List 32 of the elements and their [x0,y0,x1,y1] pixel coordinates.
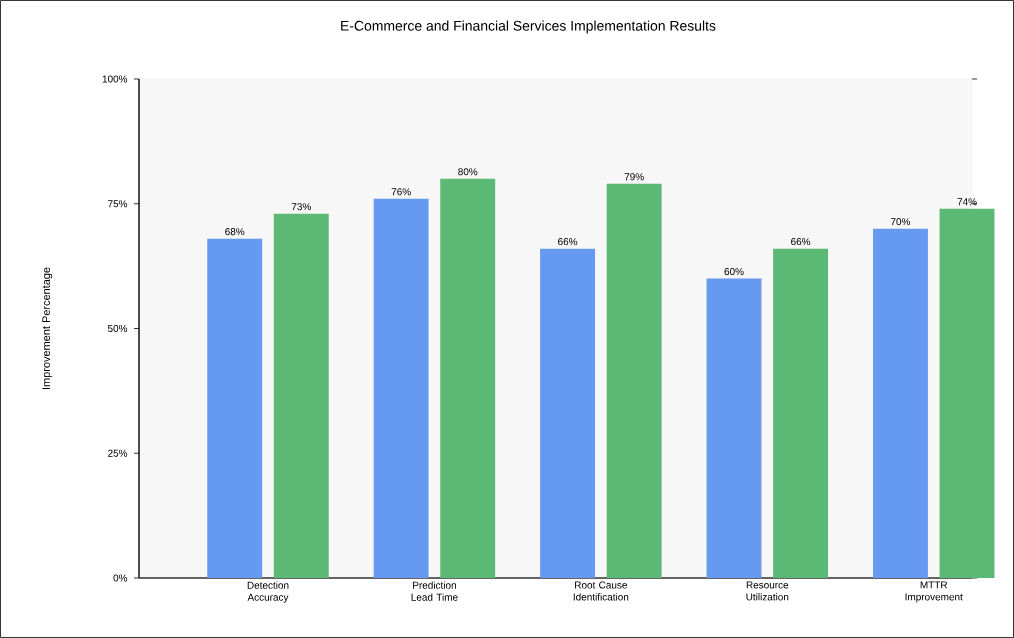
chart-title: E-Commerce and Financial Services Implementation Results [341,20,716,34]
x-tick-label: Resource Utilization [746,581,789,601]
data-label: 66% [791,238,811,246]
y-tick-label: 50% [107,324,128,333]
data-label: 60% [724,268,744,276]
data-label: 66% [558,238,578,246]
data-label: 70% [890,218,911,226]
y-tick-label: 0% [113,574,128,582]
data-label: 80% [458,168,478,176]
bar [606,183,662,578]
data-label: 74% [957,198,977,206]
data-label: 79% [624,173,644,181]
bar [207,238,263,578]
data-label: 73% [291,203,311,211]
data-label: 68% [225,228,245,236]
bar [706,278,762,578]
y-axis-title: Improvement Percentage [42,267,53,389]
bar [939,208,995,578]
bar [273,213,329,578]
x-tick-label: Prediction Lead Time [411,581,458,601]
x-tick-label: Root Cause Identification [573,581,629,601]
data-label: 76% [391,188,411,196]
bar [872,228,928,578]
bar [373,198,429,578]
y-tick-label: 75% [108,200,128,208]
x-tick-label: Detection Accuracy [247,581,289,603]
bar [773,248,829,578]
x-tick-label: MTTR Improvement [905,581,963,603]
y-tick-label: 100% [102,75,128,83]
y-tick-label: 25% [108,449,128,457]
bar [540,248,596,578]
bar [440,178,496,578]
